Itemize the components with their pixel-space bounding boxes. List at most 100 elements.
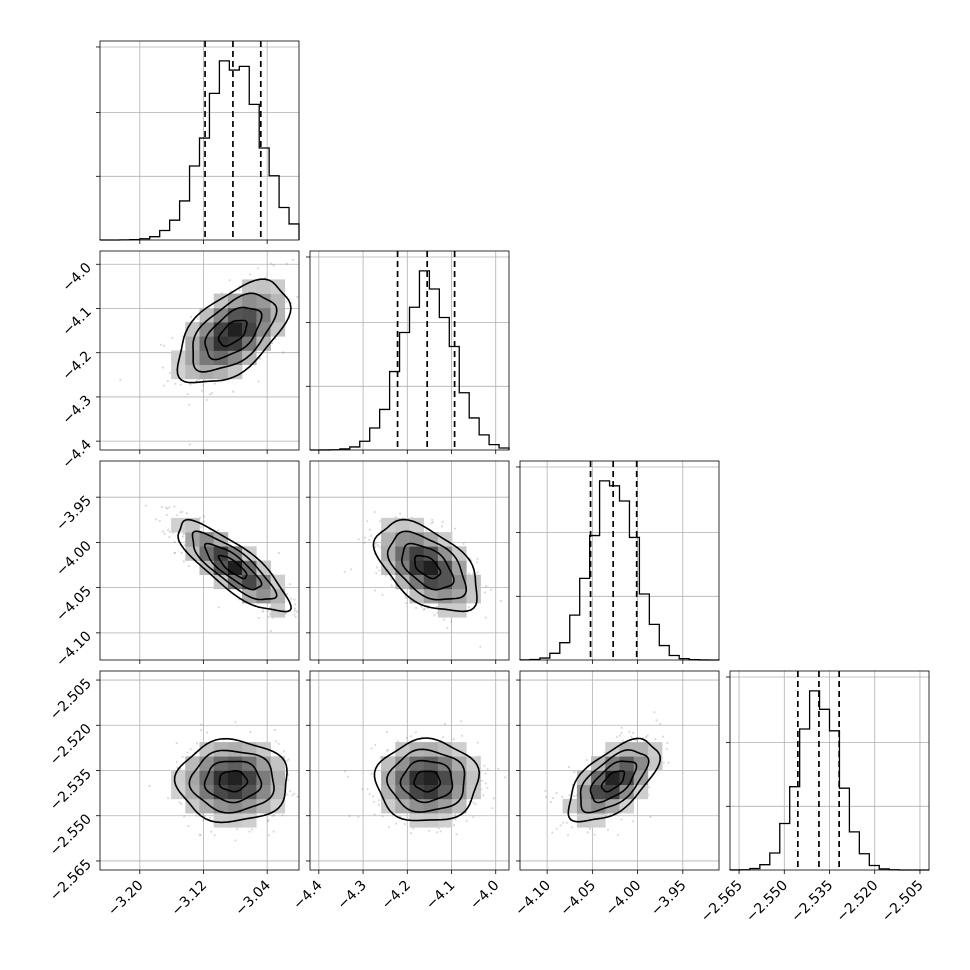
scatter-point (173, 551, 176, 554)
density-cell (576, 784, 592, 800)
scatter-point (181, 755, 184, 758)
tick-label-x: −3.20 (105, 878, 147, 920)
density-cell (213, 322, 229, 337)
density-cell (242, 279, 257, 294)
density-cell (466, 574, 481, 590)
density-cell (423, 770, 439, 785)
scatter-point (390, 584, 393, 587)
scatter-point (267, 615, 270, 619)
scatter-point (173, 552, 176, 555)
scatter-point (168, 530, 171, 534)
density-cell (227, 364, 243, 380)
scatter-point (431, 518, 434, 521)
scatter-point (655, 719, 658, 722)
scatter-point (271, 342, 274, 345)
density-cell (256, 293, 271, 309)
scatter-point (165, 506, 168, 509)
scatter-point (475, 561, 478, 564)
scatter-point (210, 392, 214, 395)
density-cell (381, 770, 396, 785)
tick-label-x: −3.95 (648, 878, 690, 920)
density-cell (185, 546, 200, 561)
panel-frame (309, 460, 510, 661)
scatter-point (549, 800, 552, 804)
scatter-point (183, 532, 186, 535)
scatter-point (372, 795, 375, 798)
density-cell (437, 813, 453, 828)
density-cell (437, 798, 453, 814)
scatter-point (490, 588, 493, 591)
scatter-point (373, 589, 376, 592)
density-cell (270, 756, 286, 771)
density-cell (619, 756, 634, 771)
scatter-point (281, 814, 284, 817)
scatter-point (454, 813, 457, 816)
scatter-point (415, 606, 418, 610)
density-cell (270, 798, 286, 814)
density-cell (647, 756, 663, 771)
contour-3 (373, 737, 481, 822)
scatter-point (622, 739, 625, 742)
scatter-point (446, 626, 449, 630)
scatter-point (666, 741, 669, 745)
tick-label-x: −2.520 (834, 878, 882, 926)
density-cell (213, 770, 229, 785)
tick-label-y: −3.95 (53, 493, 95, 535)
scatter-point (573, 795, 576, 798)
density-cell (185, 364, 200, 380)
scatter-point (232, 390, 235, 393)
scatter-point (171, 336, 174, 340)
tick-label-y: −4.1 (59, 304, 94, 339)
scatter-point (561, 795, 564, 798)
density-cell (395, 560, 410, 575)
contour-0 (218, 770, 249, 793)
scatter-point (248, 273, 252, 276)
density-cell (171, 350, 186, 365)
scatter-point (357, 538, 360, 541)
scatter-point (503, 776, 507, 779)
density-cell (270, 770, 286, 785)
scatter-point (588, 827, 592, 830)
scatter-point (188, 403, 191, 406)
tick-label-y: −4.10 (53, 628, 95, 670)
scatter-point (238, 289, 241, 292)
scatter-point (160, 505, 164, 508)
density-cell (381, 756, 396, 771)
density-cell (395, 756, 410, 771)
density-cell (213, 813, 229, 828)
scatter-point (202, 384, 205, 387)
scatter-point (189, 315, 193, 318)
scatter-point (403, 822, 406, 826)
scatter-point (565, 821, 569, 824)
scatter-point (385, 749, 389, 752)
scatter-point (210, 830, 213, 833)
scatter-point (290, 597, 293, 600)
scatter-point (167, 528, 170, 531)
scatter-point (186, 393, 189, 396)
scatter-point (586, 831, 589, 834)
contour-3 (173, 737, 288, 824)
scatter-point (174, 382, 177, 385)
scatter-point (187, 825, 190, 828)
scatter-point (188, 443, 191, 446)
scatter-point (370, 747, 373, 750)
scatter-point (200, 389, 203, 392)
density-cell (633, 756, 649, 771)
scatter-point (180, 551, 183, 555)
contour-1 (203, 542, 263, 591)
scatter-point (373, 510, 376, 514)
density-cell (452, 560, 467, 575)
density-cell (171, 364, 186, 380)
scatter-point (161, 530, 164, 533)
scatter-point (257, 380, 260, 383)
scatter-point (251, 828, 254, 831)
scatter-point (217, 529, 220, 532)
scatter-point (368, 528, 372, 531)
scatter-point (430, 522, 433, 525)
scatter-point (476, 571, 479, 574)
scatter-point (646, 734, 649, 737)
scatter-point (165, 513, 168, 516)
density-cell (437, 588, 453, 604)
scatter-point (185, 512, 188, 515)
scatter-point (271, 814, 274, 817)
